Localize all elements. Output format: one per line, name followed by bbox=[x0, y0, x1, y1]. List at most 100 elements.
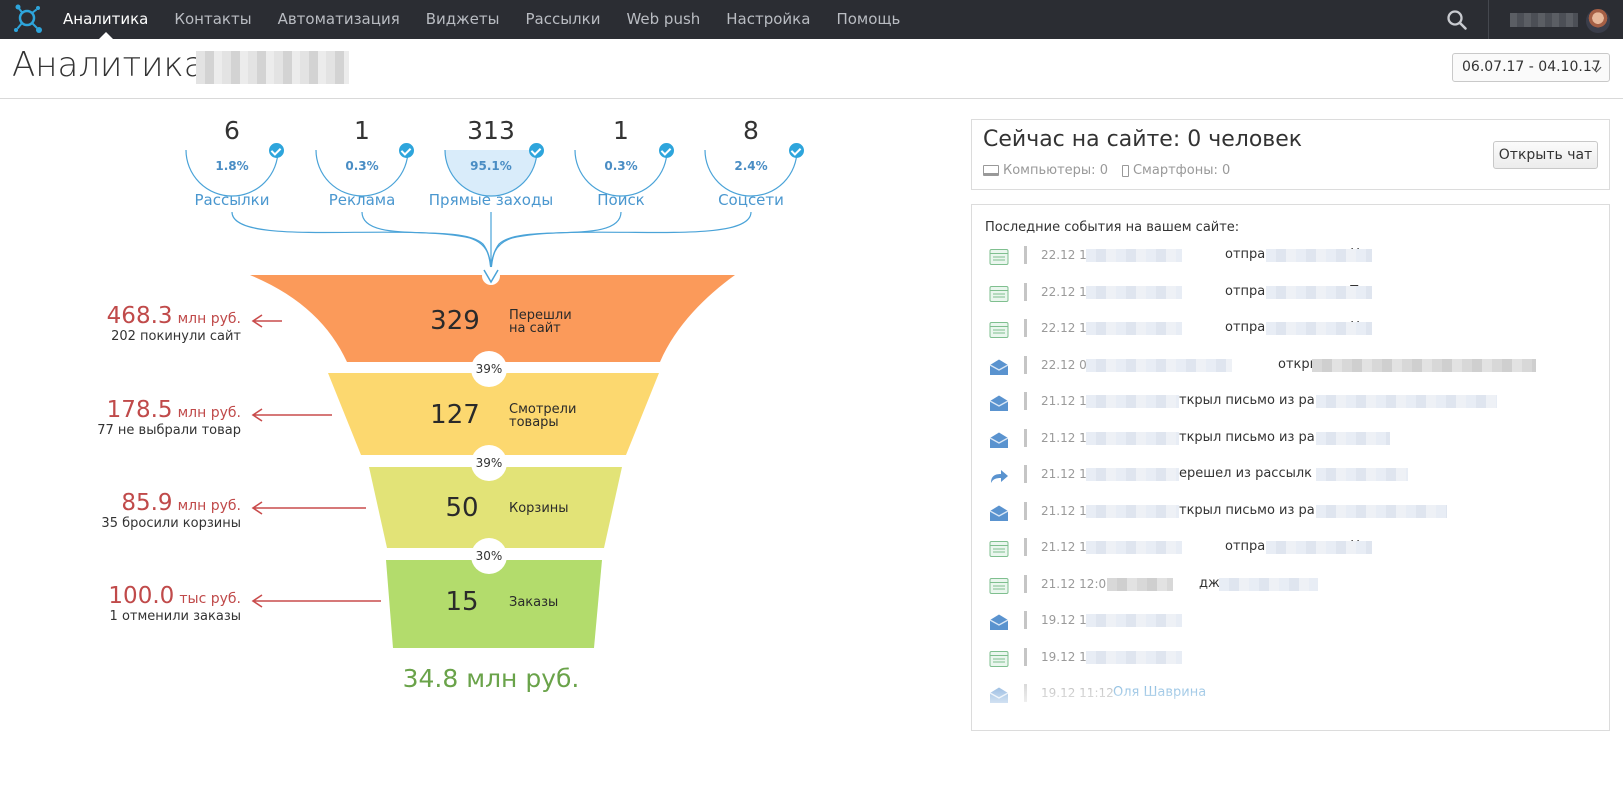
event-target-blurred[interactable] bbox=[1219, 577, 1318, 591]
user-name-blurred[interactable] bbox=[1510, 13, 1578, 27]
event-contact-blurred[interactable] bbox=[1086, 285, 1182, 299]
event-contact-blurred[interactable] bbox=[1086, 614, 1182, 627]
source-arc-social bbox=[704, 149, 798, 197]
event-row[interactable]: 19.12 11:12 Оля Шаврина bbox=[972, 678, 1609, 715]
funnel-stage-1-label-line1: Перешли bbox=[509, 308, 572, 323]
event-row[interactable]: 21.12 16:02 ерешел из рассылк bbox=[972, 459, 1609, 496]
event-target-blurred[interactable] bbox=[1316, 504, 1447, 518]
funnel-stage-2-label: Смотрели товары bbox=[509, 403, 609, 429]
source-connectors bbox=[231, 211, 752, 273]
loss-arrow-4 bbox=[251, 594, 381, 608]
loss-caption-3: 35 бросили корзины bbox=[101, 516, 241, 531]
event-row[interactable]: 21.12 17:16 ткрыл письмо из ра bbox=[972, 386, 1609, 423]
connector-mailings bbox=[231, 211, 492, 273]
event-contact-blurred[interactable] bbox=[1086, 541, 1182, 554]
smartphones-count: Смартфоны: 0 bbox=[1132, 163, 1231, 178]
nav-item-web-push[interactable]: Web push bbox=[626, 10, 701, 28]
loss-value-4-num: 100.0 bbox=[108, 583, 175, 609]
loss-value-4-unit: тыс руб. bbox=[179, 591, 241, 607]
top-navigation: Аналитика Контакты Автоматизация Виджеты… bbox=[0, 0, 1623, 39]
event-target-blurred[interactable] bbox=[1266, 249, 1372, 262]
open-chat-button[interactable]: Открыть чат bbox=[1493, 141, 1598, 169]
event-row[interactable]: 21.12 17:10 ткрыл письмо из ра bbox=[972, 423, 1609, 460]
check-icon[interactable] bbox=[269, 143, 284, 158]
source-label-social[interactable]: Соцсети bbox=[718, 191, 784, 209]
online-now-panel: Сейчас на сайте: 0 человек Компьютеры: 0… bbox=[971, 119, 1610, 190]
event-description: ткрыл письмо из ра bbox=[1179, 502, 1315, 518]
event-divider bbox=[1024, 392, 1027, 410]
event-contact-blurred[interactable] bbox=[1086, 322, 1182, 335]
nav-item-settings[interactable]: Настройка bbox=[726, 10, 811, 28]
source-arc-direct bbox=[444, 149, 538, 197]
source-label-direct[interactable]: Прямые заходы bbox=[428, 191, 554, 209]
source-arc-mailings bbox=[185, 149, 279, 197]
event-description: ерешел из рассылк bbox=[1179, 466, 1313, 481]
event-contact-blurred[interactable] bbox=[1086, 431, 1179, 445]
nav-divider bbox=[1488, 0, 1489, 39]
source-label-search[interactable]: Поиск bbox=[597, 191, 645, 209]
source-count-ads: 1 bbox=[354, 116, 370, 145]
logo-icon[interactable] bbox=[12, 3, 44, 35]
nav-item-analytics[interactable]: Аналитика bbox=[50, 0, 161, 39]
event-contact-blurred[interactable] bbox=[1086, 249, 1182, 262]
event-contact-blurred[interactable] bbox=[1107, 577, 1173, 591]
source-label-ads[interactable]: Реклама bbox=[328, 191, 396, 209]
date-range-select[interactable]: 06.07.17 - 04.10.17 bbox=[1452, 53, 1610, 82]
event-description: ткрыл письмо из ра bbox=[1179, 429, 1315, 445]
nav-item-contacts[interactable]: Контакты bbox=[174, 10, 252, 28]
source-arcs bbox=[185, 149, 798, 197]
event-divider bbox=[1024, 319, 1027, 337]
source-label-mailings[interactable]: Рассылки bbox=[194, 191, 270, 209]
funnel-stage-4-label: Заказы bbox=[509, 595, 559, 610]
avatar[interactable] bbox=[1586, 9, 1610, 33]
loss-caption-4: 1 отменили заказы bbox=[109, 609, 241, 624]
check-icon[interactable] bbox=[659, 143, 674, 158]
event-target-blurred[interactable] bbox=[1266, 322, 1372, 335]
event-row[interactable]: 19.12 11:12 bbox=[972, 642, 1609, 679]
check-icon[interactable] bbox=[399, 143, 414, 158]
event-target-blurred[interactable] bbox=[1266, 541, 1372, 554]
loss-value-1: 468.3 млн руб. bbox=[107, 303, 241, 329]
event-target-blurred[interactable] bbox=[1316, 431, 1390, 445]
search-icon[interactable] bbox=[1446, 9, 1468, 31]
event-target-blurred[interactable] bbox=[1316, 395, 1497, 408]
event-target-blurred[interactable] bbox=[1316, 468, 1408, 481]
event-row[interactable]: 21.12 16:02 ткрыл письмо из ра bbox=[972, 496, 1609, 533]
check-icon[interactable] bbox=[529, 143, 544, 158]
connector-ads bbox=[361, 211, 492, 273]
event-divider bbox=[1024, 574, 1027, 593]
event-target-blurred[interactable] bbox=[1312, 358, 1536, 372]
funnel-stage-1-label-line2: на сайт bbox=[509, 321, 561, 336]
event-contact-blurred[interactable] bbox=[1086, 650, 1182, 664]
loss-caption-2: 77 не выбрали товар bbox=[97, 423, 241, 438]
funnel-stage-4-shape bbox=[386, 560, 602, 648]
source-count-search: 1 bbox=[613, 116, 629, 145]
event-contact-name[interactable]: Оля Шаврина bbox=[1113, 685, 1207, 700]
laptop-icon bbox=[983, 165, 999, 176]
check-icon[interactable] bbox=[789, 143, 804, 158]
event-contact-blurred[interactable] bbox=[1086, 358, 1232, 372]
event-row[interactable]: 19.12 11:14 bbox=[972, 605, 1609, 642]
funnel-chart bbox=[185, 149, 798, 648]
computers-count: Компьютеры: 0 bbox=[1003, 163, 1108, 178]
nav-item-mailings[interactable]: Рассылки bbox=[525, 10, 601, 28]
event-row[interactable]: 21.12 12:08 дже bbox=[972, 569, 1609, 606]
nav-item-help[interactable]: Помощь bbox=[836, 10, 901, 28]
event-contact-blurred[interactable] bbox=[1086, 468, 1179, 481]
connector-search bbox=[490, 211, 622, 273]
event-contact-blurred[interactable] bbox=[1086, 395, 1179, 408]
event-divider bbox=[1024, 282, 1027, 301]
event-contact-blurred[interactable] bbox=[1086, 504, 1179, 518]
nav-item-automation[interactable]: Автоматизация bbox=[277, 10, 400, 28]
conversion-rate-3: 30% bbox=[471, 538, 507, 574]
loss-value-3-unit: млн руб. bbox=[177, 498, 241, 514]
event-target-blurred[interactable] bbox=[1266, 285, 1372, 299]
source-percent-social: 2.4% bbox=[734, 159, 768, 173]
conversion-rate-1: 39% bbox=[471, 351, 507, 387]
nav-item-widgets[interactable]: Виджеты bbox=[425, 10, 500, 28]
